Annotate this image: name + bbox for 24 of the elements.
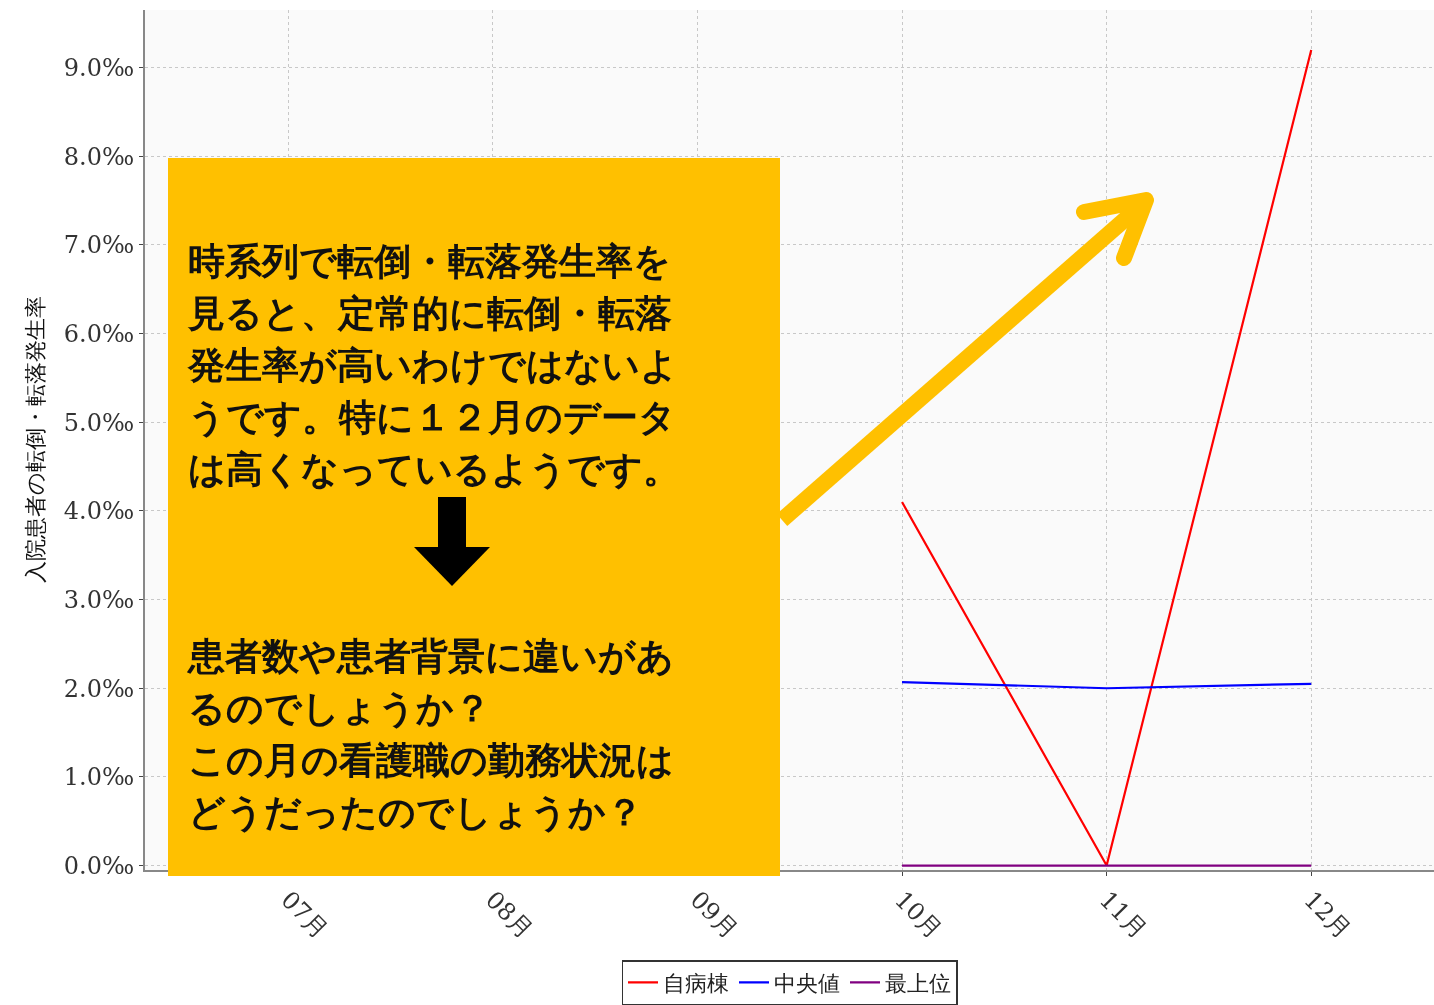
annotation: 患者数や患者背景に違いがあるのでしょうか？ bbox=[188, 634, 675, 732]
x-tick-label: 09月 bbox=[684, 885, 744, 945]
y-tick-label: 2.0‰ bbox=[63, 674, 135, 703]
annotation: この月の看護職の勤務状況はどうだったのでしょうか？ bbox=[188, 738, 675, 836]
x-tick-label: 07月 bbox=[275, 885, 334, 945]
y-tick-label: 0.0‰ bbox=[63, 851, 135, 880]
legend-label: 最上位 bbox=[885, 970, 951, 996]
annotation: 時系列で転倒・転落発生率を見ると、定常的に転倒・転落発生率が高いわけではないようです。特に１２月のデータは高くなっているようです。 bbox=[188, 239, 681, 493]
y-tick-label: 3.0‰ bbox=[63, 585, 135, 614]
legend-label: 自病棟 bbox=[663, 970, 729, 996]
y-tick-label: 9.0‰ bbox=[63, 54, 135, 83]
y-tick-label: 4.0‰ bbox=[63, 497, 135, 526]
x-tick-label: 08月 bbox=[480, 885, 539, 945]
y-tick-label: 7.0‰ bbox=[63, 231, 135, 260]
callout-box: 時系列で転倒・転落発生率を見ると、定常的に転倒・転落発生率が高いわけではないようです。特に１２月のデータは高くなっているようです。 患者数や患者背景に違いがあるのでしょうか？ この月の看護職の勤務状況はどうだったのでしょうか？ bbox=[168, 158, 780, 876]
y-axis-title: 入院患者の転倒・転落発生率 bbox=[23, 296, 49, 584]
x-tick-label: 10月 bbox=[889, 885, 948, 945]
y-tick-label: 6.0‰ bbox=[63, 320, 135, 349]
legend-label: 中央値 bbox=[774, 970, 840, 996]
y-tick-label: 5.0‰ bbox=[63, 408, 135, 437]
y-tick-label: 8.0‰ bbox=[63, 142, 135, 171]
x-tick-label: 12月 bbox=[1298, 885, 1357, 945]
x-tick-label: 11月 bbox=[1093, 885, 1153, 945]
y-tick-label: 1.0‰ bbox=[63, 763, 135, 792]
